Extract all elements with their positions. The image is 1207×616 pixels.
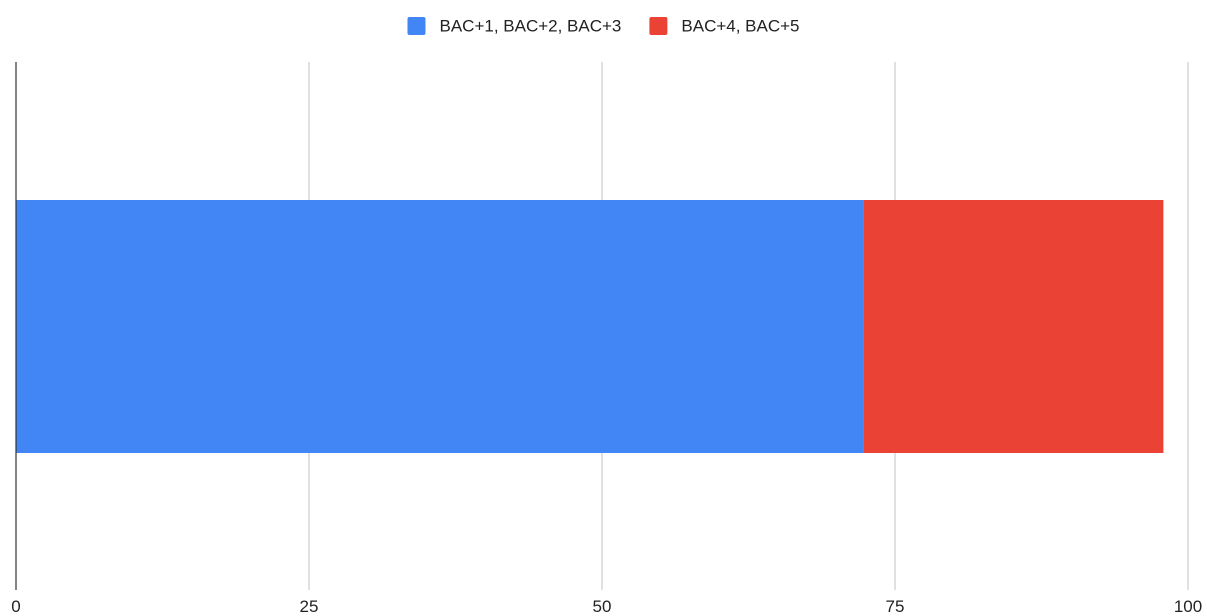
bars: [16, 200, 1164, 453]
legend-label-series-1: BAC+1, BAC+2, BAC+3: [439, 17, 621, 36]
x-tick-label-0: 0: [11, 597, 20, 616]
legend-label-series-2: BAC+4, BAC+5: [681, 17, 799, 36]
legend-swatch-series-2: [649, 17, 668, 35]
legend-swatch-series-1: [407, 17, 426, 35]
bar-segment-series-1: [16, 200, 864, 453]
legend: BAC+1, BAC+2, BAC+3 BAC+4, BAC+5: [407, 17, 800, 36]
x-axis-ticks: 0 25 50 75 100: [11, 597, 1202, 616]
x-tick-label-100: 100: [1174, 597, 1202, 616]
x-tick-label-75: 75: [886, 597, 905, 616]
x-tick-label-25: 25: [300, 597, 319, 616]
legend-item-series-2: BAC+4, BAC+5: [649, 17, 800, 36]
bar-segment-series-2: [863, 200, 1164, 453]
legend-item-series-1: BAC+1, BAC+2, BAC+3: [407, 17, 621, 36]
x-tick-label-50: 50: [593, 597, 612, 616]
